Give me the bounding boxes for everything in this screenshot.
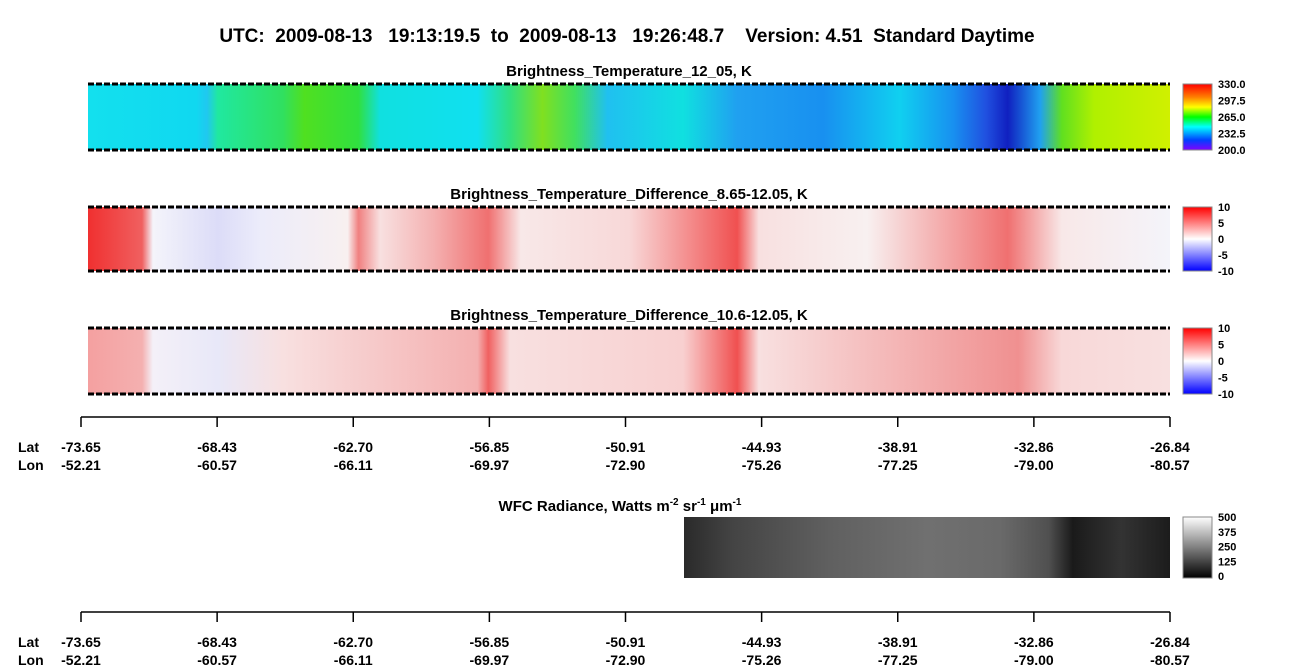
panel-title: Brightness_Temperature_Difference_8.65-1…	[450, 186, 808, 203]
lat-value: -38.91	[878, 439, 918, 455]
lat-value: -50.91	[606, 439, 646, 455]
lon-value: -77.25	[878, 652, 918, 667]
lat-value: -62.70	[333, 439, 373, 455]
lat-value: -50.91	[606, 634, 646, 650]
panel-image	[88, 328, 1170, 394]
colorbar-label: -10	[1218, 389, 1234, 401]
lat-value: -26.84	[1150, 634, 1190, 650]
colorbar-label: 0	[1218, 571, 1224, 583]
lon-value: -72.90	[606, 457, 646, 473]
colorbar-label: -5	[1218, 250, 1228, 262]
colorbar-label: 500	[1218, 512, 1236, 524]
lon-value: -75.26	[742, 457, 782, 473]
colorbar	[1182, 83, 1213, 151]
lat-value: -32.86	[1014, 634, 1054, 650]
lon-value: -52.21	[61, 457, 101, 473]
lat-value: -38.91	[878, 634, 918, 650]
panel-title: Brightness_Temperature_12_05, K	[506, 63, 752, 80]
colorbar-label: 200.0	[1218, 145, 1246, 157]
colorbar-label: 5	[1218, 218, 1224, 230]
lat-label: Lat	[18, 634, 39, 650]
lon-value: -79.00	[1014, 652, 1054, 667]
wfc-colorbar	[1182, 516, 1213, 579]
colorbar-label: 232.5	[1218, 129, 1246, 141]
wfc-title: WFC Radiance, Watts m-2 sr-1 μm-1	[499, 497, 742, 515]
lon-value: -66.11	[334, 457, 373, 473]
lon-value: -72.90	[606, 652, 646, 667]
lat-value: -68.43	[197, 439, 237, 455]
lat-value: -68.43	[197, 634, 237, 650]
colorbar-label: -10	[1218, 266, 1234, 278]
panel-image	[88, 84, 1170, 150]
title: UTC: 2009-08-13 19:13:19.5 to 2009-08-13…	[219, 26, 1034, 47]
colorbar-label: 0	[1218, 356, 1224, 368]
colorbar-label: 375	[1218, 527, 1236, 539]
lon-value: -77.25	[878, 457, 918, 473]
lat-value: -62.70	[333, 634, 373, 650]
lon-value: -60.57	[197, 652, 237, 667]
lat-value: -73.65	[61, 634, 101, 650]
panel-title: Brightness_Temperature_Difference_10.6-1…	[450, 307, 808, 324]
colorbar	[1182, 327, 1213, 395]
colorbar-label: 330.0	[1218, 79, 1246, 91]
lon-value: -79.00	[1014, 457, 1054, 473]
lon-value: -80.57	[1150, 457, 1190, 473]
lat-value: -56.85	[470, 439, 510, 455]
lat-value: -44.93	[742, 439, 782, 455]
lon-value: -60.57	[197, 457, 237, 473]
colorbar-label: -5	[1218, 373, 1228, 385]
lon-value: -75.26	[742, 652, 782, 667]
colorbar-label: 297.5	[1218, 96, 1246, 108]
colorbar-label: 10	[1218, 202, 1230, 214]
lon-value: -52.21	[61, 652, 101, 667]
lon-value: -69.97	[470, 652, 510, 667]
lon-value: -80.57	[1150, 652, 1190, 667]
lat-value: -32.86	[1014, 439, 1054, 455]
lon-label: Lon	[18, 457, 44, 473]
lat-label: Lat	[18, 439, 39, 455]
colorbar-label: 250	[1218, 542, 1236, 554]
colorbar-label: 265.0	[1218, 112, 1246, 124]
lat-value: -26.84	[1150, 439, 1190, 455]
lat-value: -73.65	[61, 439, 101, 455]
lon-label: Lon	[18, 652, 44, 667]
colorbar	[1182, 206, 1213, 272]
colorbar-label: 5	[1218, 340, 1224, 352]
lat-value: -56.85	[470, 634, 510, 650]
wfc-image	[684, 517, 1170, 578]
colorbar-label: 0	[1218, 234, 1224, 246]
lon-value: -66.11	[334, 652, 373, 667]
colorbar-label: 125	[1218, 556, 1236, 568]
colorbar-label: 10	[1218, 323, 1230, 335]
lat-value: -44.93	[742, 634, 782, 650]
panel-image	[88, 207, 1170, 271]
lon-value: -69.97	[470, 457, 510, 473]
